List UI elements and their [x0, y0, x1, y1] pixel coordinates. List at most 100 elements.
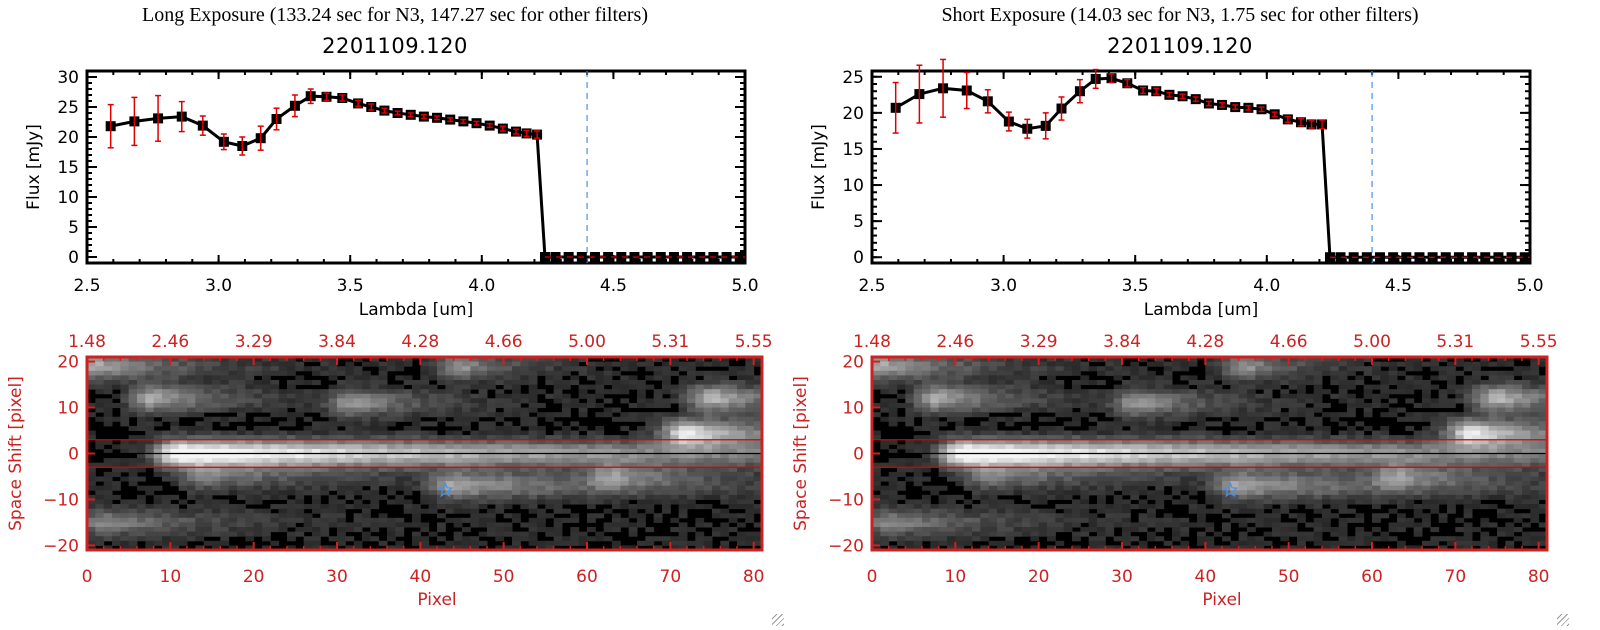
image-pixel	[595, 513, 605, 519]
image-pixel	[253, 402, 263, 409]
image-pixel	[1097, 370, 1106, 376]
image-pixel	[645, 361, 655, 367]
image-pixel	[428, 389, 438, 395]
image-pixel	[562, 508, 571, 514]
image-pixel	[153, 494, 163, 500]
image-pixel	[1497, 357, 1506, 363]
image-pixel	[1113, 416, 1123, 422]
image-pixel	[1263, 393, 1273, 399]
image-pixel	[337, 412, 346, 418]
image-pixel	[1305, 379, 1315, 386]
image-pixel	[237, 467, 246, 473]
image-pixel	[428, 462, 438, 468]
image-pixel	[687, 471, 696, 477]
image-pixel	[462, 425, 471, 432]
image-pixel	[1355, 402, 1365, 409]
image-pixel	[395, 393, 405, 399]
image-pixel	[595, 393, 605, 399]
image-pixel	[87, 435, 96, 441]
image-pixel	[412, 458, 421, 464]
image-pixel	[1438, 370, 1448, 376]
image-pixel	[253, 379, 263, 386]
image-pixel	[378, 458, 388, 464]
image-pixel	[1455, 370, 1465, 376]
image-pixel	[1147, 361, 1156, 367]
image-pixel	[678, 476, 688, 482]
image-pixel	[587, 504, 596, 510]
image-pixel	[287, 545, 296, 551]
image-pixel	[212, 435, 221, 441]
image-pixel	[1347, 439, 1356, 445]
image-pixel	[637, 453, 646, 459]
y-tick-label: −20	[43, 536, 79, 556]
image-pixel	[1255, 357, 1265, 363]
image-pixel	[353, 504, 363, 510]
image-pixel	[1522, 421, 1531, 427]
image-pixel	[938, 435, 948, 441]
image-pixel	[220, 366, 230, 372]
image-pixel	[553, 389, 563, 395]
image-pixel	[737, 370, 746, 376]
image-pixel	[295, 398, 305, 404]
image-pixel	[687, 435, 696, 441]
image-pixel	[187, 357, 196, 363]
image-pixel	[1022, 407, 1031, 413]
image-pixel	[570, 536, 580, 542]
image-pixel	[1347, 384, 1356, 390]
x-axis-title: Lambda [um]	[1144, 300, 1258, 320]
image-pixel	[1047, 435, 1056, 441]
image-pixel	[612, 453, 621, 459]
image-pixel	[178, 407, 188, 413]
image-pixel	[528, 471, 538, 477]
image-pixel	[753, 536, 763, 542]
image-pixel	[1180, 366, 1190, 372]
y-tick-label: 0	[68, 248, 79, 268]
image-pixel	[1397, 448, 1406, 454]
image-pixel	[553, 398, 563, 404]
image-pixel	[930, 453, 940, 459]
image-pixel	[728, 421, 738, 427]
image-pixel	[212, 517, 221, 523]
image-pixel	[1347, 398, 1356, 404]
image-pixel	[1297, 384, 1306, 390]
image-pixel	[1038, 448, 1048, 454]
image-pixel	[128, 467, 138, 473]
resize-grip-icon[interactable]	[772, 614, 784, 626]
image-pixel	[1022, 453, 1031, 459]
image-pixel	[1005, 448, 1015, 454]
image-pixel	[1472, 448, 1481, 454]
image-pixel	[345, 481, 355, 487]
image-pixel	[303, 389, 313, 395]
image-pixel	[1230, 384, 1240, 390]
image-pixel	[728, 425, 738, 432]
image-pixel	[403, 402, 413, 409]
image-pixel	[220, 499, 230, 505]
image-pixel	[888, 402, 898, 409]
image-pixel	[1122, 448, 1131, 454]
image-pixel	[637, 384, 646, 390]
image-pixel	[170, 379, 180, 386]
image-pixel	[195, 513, 205, 519]
image-pixel	[1247, 425, 1256, 432]
image-pixel	[1155, 448, 1165, 454]
y-tick-label: 5	[853, 212, 864, 232]
image-pixel	[128, 407, 138, 413]
image-pixel	[1347, 412, 1356, 418]
image-pixel	[153, 421, 163, 427]
image-pixel	[495, 536, 505, 542]
image-pixel	[587, 439, 596, 445]
image-pixel	[528, 370, 538, 376]
image-pixel	[712, 485, 721, 491]
image-pixel	[178, 366, 188, 372]
image-pixel	[1163, 425, 1173, 432]
image-pixel	[103, 439, 113, 445]
image-pixel	[1030, 375, 1040, 381]
image-pixel	[988, 407, 998, 413]
image-pixel	[628, 384, 638, 390]
image-pixel	[528, 439, 538, 445]
image-pixel	[528, 430, 538, 436]
image-pixel	[1538, 393, 1548, 399]
image-pixel	[595, 370, 605, 376]
image-pixel	[87, 476, 96, 482]
image-pixel	[1505, 379, 1515, 386]
